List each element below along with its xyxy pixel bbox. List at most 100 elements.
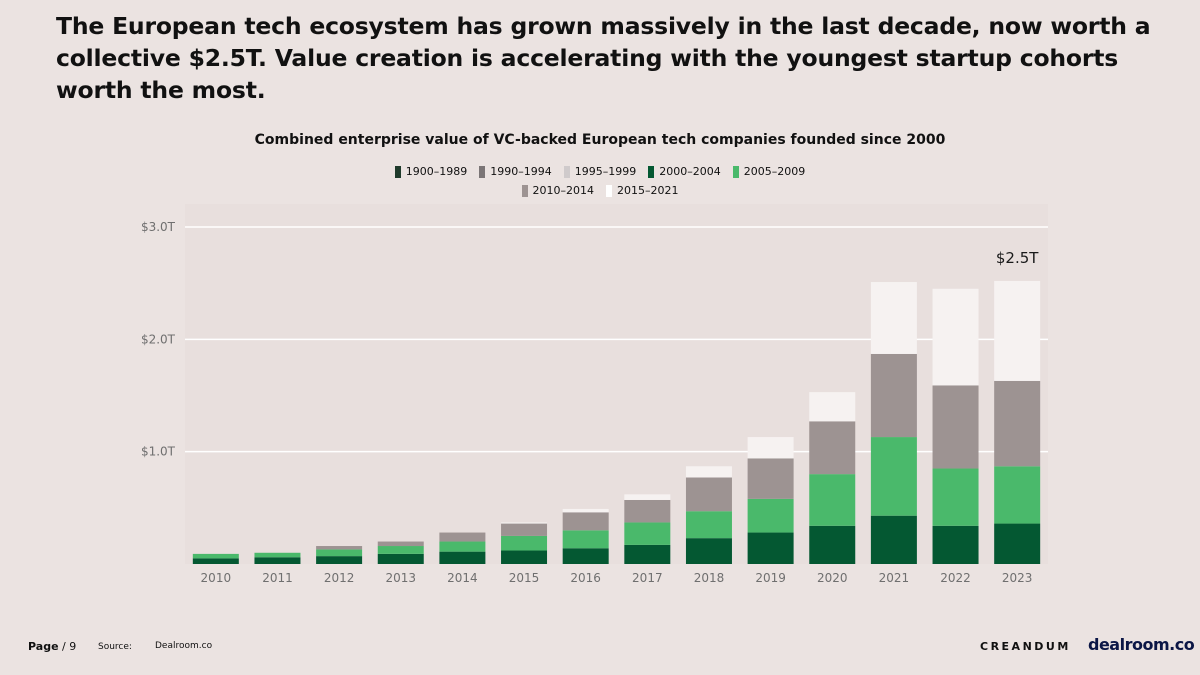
legend-item: 1900–1989 — [394, 163, 468, 180]
bar-segment — [254, 557, 301, 564]
bar-segment — [870, 437, 917, 516]
bar-segment — [809, 421, 856, 475]
bar-segment — [501, 550, 548, 564]
bar-segment — [439, 541, 486, 552]
x-tick-label: 2016 — [570, 571, 601, 585]
x-tick-label: 2022 — [940, 571, 971, 585]
bar-segment — [685, 538, 732, 564]
bar-segment — [501, 535, 548, 551]
bar-segment — [562, 512, 609, 531]
x-tick-label: 2023 — [1002, 571, 1033, 585]
bar-segment — [685, 511, 732, 539]
bar-segment — [809, 474, 856, 526]
page-total: / 9 — [58, 640, 77, 653]
legend-swatch — [648, 165, 655, 178]
x-tick-label: 2018 — [694, 571, 725, 585]
x-tick-label: 2012 — [324, 571, 355, 585]
legend-item: 2015–2021 — [606, 182, 679, 199]
bar-segment — [439, 532, 486, 542]
bar-segment — [870, 353, 917, 438]
legend-swatch — [479, 165, 486, 178]
plot-area — [185, 204, 1048, 564]
x-tick-label: 2013 — [385, 571, 416, 585]
source-label: Source: — [98, 642, 132, 652]
legend-swatch — [563, 165, 570, 178]
bar-segment — [501, 523, 548, 536]
bar-segment — [316, 546, 363, 550]
bar-segment — [932, 525, 979, 564]
legend-label: 1990–1994 — [490, 165, 552, 178]
bar-segment — [685, 466, 732, 478]
bar-segment — [316, 549, 363, 557]
bar-segment — [747, 437, 794, 459]
legend-item: 2010–2014 — [521, 182, 595, 199]
legend-label: 2005–2009 — [743, 165, 806, 178]
bar-segment — [624, 499, 671, 523]
bar-segment — [747, 458, 794, 499]
bar-segment — [932, 468, 979, 526]
bar-segment — [377, 553, 424, 564]
total-annotation: $2.5T — [996, 249, 1039, 267]
legend-swatch — [521, 184, 528, 197]
bar-segment — [192, 558, 239, 564]
bar-segment — [994, 466, 1041, 524]
legend-item: 2000–2004 — [648, 163, 721, 180]
legend-item: 1995–1999 — [563, 163, 637, 180]
x-tick-label: 2020 — [817, 571, 848, 585]
bar-segment — [809, 392, 856, 422]
bar-segment — [501, 522, 548, 524]
bar-segment — [809, 525, 856, 564]
y-tick-label: $3.0T — [141, 220, 176, 234]
bar-segment — [994, 280, 1041, 381]
source-value: Dealroom.co — [155, 641, 213, 651]
x-tick-label: 2019 — [755, 571, 786, 585]
bar-segment — [377, 546, 424, 554]
x-tick-label: 2021 — [879, 571, 910, 585]
legend-label: 2010–2014 — [532, 184, 595, 197]
bar-segment — [624, 544, 671, 564]
x-tick-label: 2010 — [201, 571, 232, 585]
x-tick-label: 2017 — [632, 571, 663, 585]
dealroom-logo: dealroom.co — [1088, 635, 1195, 654]
headline: The European tech ecosystem has grown ma… — [56, 12, 1151, 104]
page-number: Page / 9 — [28, 640, 76, 653]
legend-swatch — [732, 165, 739, 178]
bar-segment — [562, 548, 609, 564]
chart-legend: 1900–1989 1990–1994 1995–1999 2000–2004 2005… — [360, 163, 840, 199]
legend-label: 2000–2004 — [659, 165, 721, 178]
bar-segment — [192, 553, 239, 559]
legend-label: 2015–2021 — [617, 184, 679, 197]
bar-segment — [562, 508, 609, 513]
bar-segment — [377, 541, 424, 547]
creandum-logo: CREANDUM — [980, 640, 1071, 653]
bar-segment — [747, 498, 794, 533]
bar-segment — [932, 288, 979, 386]
x-tick-label: 2015 — [509, 571, 540, 585]
y-tick-label: $2.0T — [141, 332, 176, 346]
legend-label: 1995–1999 — [574, 165, 637, 178]
bar-segment — [316, 556, 363, 564]
bar-segment — [685, 477, 732, 512]
x-tick-label: 2014 — [447, 571, 478, 585]
bar-segment — [624, 494, 671, 500]
bar-segment — [994, 380, 1041, 467]
page-prefix: Page — [28, 640, 59, 653]
bar-segment — [624, 522, 671, 545]
bar-segment — [254, 552, 301, 558]
bar-segment — [870, 515, 917, 564]
bar-segment — [747, 532, 794, 564]
bar-segment — [994, 523, 1041, 564]
chart-title: Combined enterprise value of VC-backed E… — [254, 132, 946, 148]
legend-item: 2005–2009 — [732, 163, 806, 180]
legend-swatch — [606, 184, 612, 197]
legend-label: 1900–1989 — [405, 165, 468, 178]
bar-segment — [562, 530, 609, 549]
legend-swatch — [394, 165, 401, 178]
bar-segment — [932, 385, 979, 469]
y-tick-label: $1.0T — [141, 445, 176, 459]
bar-segment — [870, 282, 917, 354]
bar-segment — [439, 551, 486, 564]
legend-item: 1990–1994 — [479, 163, 552, 180]
x-tick-label: 2011 — [262, 571, 293, 585]
